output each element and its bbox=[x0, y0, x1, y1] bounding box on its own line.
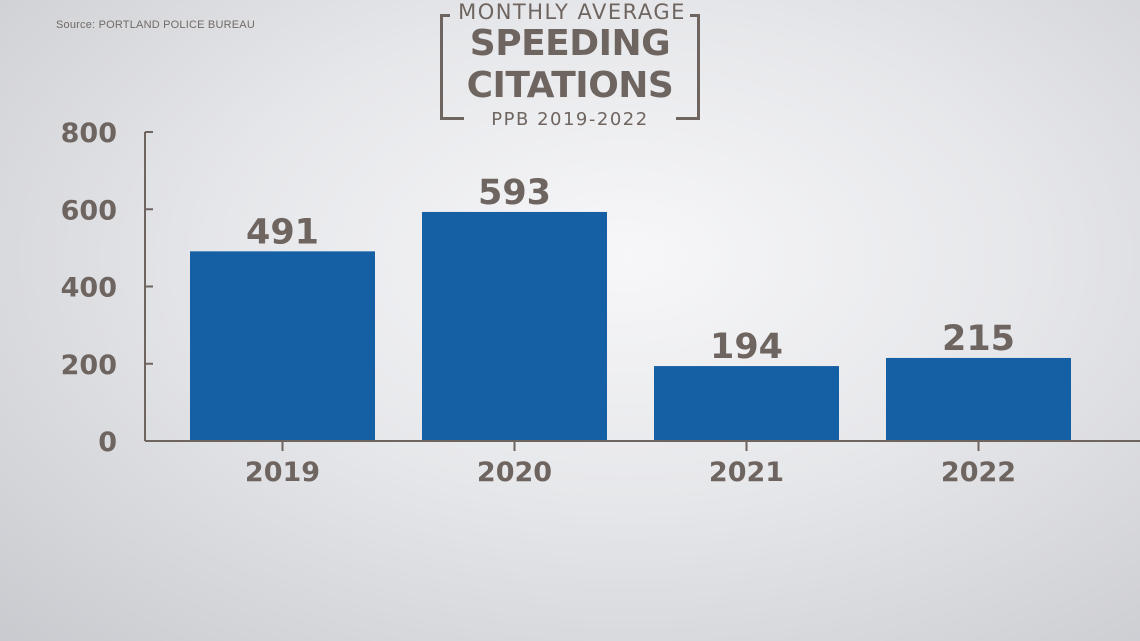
title-frame-left bbox=[440, 14, 443, 120]
y-tick-label-400: 400 bbox=[61, 273, 117, 304]
y-tick-label-0: 0 bbox=[98, 427, 117, 458]
bar-2021 bbox=[654, 366, 839, 441]
labels-group: 491 2019 593 2020 194 2021 215 2022 0 200 400 600 80… bbox=[61, 118, 1016, 488]
chart-title-block: MONTHLY AVERAGE SPEEDING CITATIONS PPB 2… bbox=[434, 0, 706, 130]
bar-2020 bbox=[422, 211, 607, 441]
y-tick-label-600: 600 bbox=[61, 195, 117, 226]
x-tick-label-2022: 2022 bbox=[941, 457, 1016, 488]
data-label-2022: 215 bbox=[942, 319, 1015, 359]
data-label-2019: 491 bbox=[246, 212, 319, 252]
data-label-2020: 593 bbox=[478, 173, 551, 213]
title-subtitle: PPB 2019-2022 bbox=[491, 109, 649, 130]
bar-2022 bbox=[886, 357, 1071, 441]
y-tick-label-200: 200 bbox=[61, 350, 117, 381]
y-tick-label-800: 800 bbox=[61, 118, 117, 149]
title-frame-bottom-right bbox=[676, 117, 700, 120]
bars-group bbox=[190, 211, 1071, 441]
source-note: Source: PORTLAND POLICE BUREAU bbox=[56, 19, 255, 31]
x-tick-label-2020: 2020 bbox=[477, 457, 552, 488]
title-frame-top-left bbox=[440, 14, 450, 17]
title-frame-bottom-left bbox=[440, 117, 464, 120]
axes-group bbox=[144, 131, 1140, 451]
title-frame-right bbox=[697, 14, 700, 120]
title-top-line: MONTHLY AVERAGE bbox=[458, 0, 686, 24]
title-main-line-1: SPEEDING bbox=[469, 23, 671, 64]
title-main-line-2: CITATIONS bbox=[466, 65, 674, 106]
data-label-2021: 194 bbox=[710, 327, 783, 367]
x-tick-label-2021: 2021 bbox=[709, 457, 784, 488]
x-tick-label-2019: 2019 bbox=[245, 457, 320, 488]
title-frame-top-right bbox=[690, 14, 700, 17]
bar-2019 bbox=[190, 251, 375, 441]
